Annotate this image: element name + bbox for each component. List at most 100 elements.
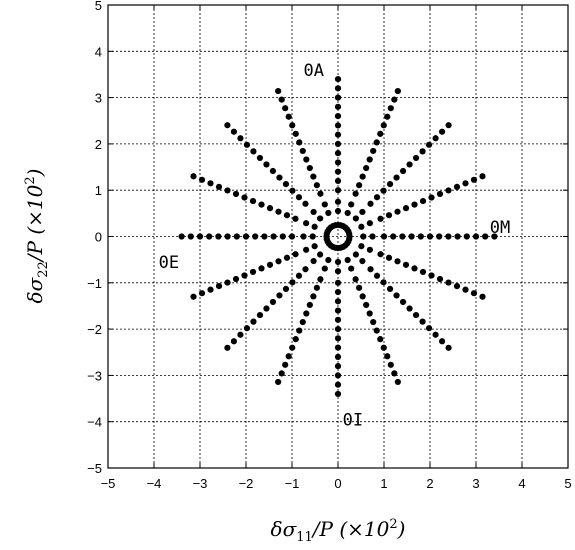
data-point <box>394 208 401 215</box>
data-point <box>296 139 303 146</box>
y-tick-label: 1 <box>95 183 102 198</box>
data-point <box>334 85 342 92</box>
data-point <box>432 331 439 338</box>
data-point <box>299 147 306 155</box>
data-point <box>282 361 289 368</box>
x-axis-title-text: δσ11/P (×102) <box>271 517 406 545</box>
data-point <box>289 187 296 194</box>
data-point <box>334 131 342 138</box>
data-point <box>363 164 370 172</box>
y-tick-label: −4 <box>87 415 102 430</box>
data-point <box>334 372 342 379</box>
data-point <box>310 257 317 265</box>
data-point <box>321 265 328 272</box>
data-point <box>310 293 317 300</box>
data-point <box>302 266 309 273</box>
data-point <box>425 325 433 332</box>
data-point <box>198 176 206 183</box>
data-point <box>479 293 486 300</box>
x-tick-label: −4 <box>147 476 162 491</box>
data-point <box>325 256 332 264</box>
data-point <box>237 331 244 338</box>
data-point <box>178 233 185 240</box>
data-point <box>292 130 299 137</box>
data-point <box>278 370 285 377</box>
data-point <box>302 200 309 207</box>
y-tick-label: −3 <box>87 368 102 383</box>
data-point <box>311 223 318 230</box>
data-point <box>370 147 377 155</box>
data-point <box>334 113 342 120</box>
data-point <box>295 194 303 201</box>
data-point <box>207 286 214 293</box>
data-point <box>348 265 355 272</box>
data-point <box>283 212 291 219</box>
data-point <box>380 122 387 129</box>
data-point <box>373 272 381 279</box>
data-point <box>256 311 264 319</box>
data-point <box>303 220 310 227</box>
data-point <box>263 305 270 312</box>
data-point <box>282 105 289 112</box>
y-tick-label: −2 <box>87 322 102 337</box>
data-point <box>241 194 248 201</box>
data-point <box>393 292 400 299</box>
data-point <box>394 258 401 265</box>
data-point <box>289 279 296 286</box>
data-point <box>196 233 204 240</box>
data-point <box>360 233 367 240</box>
data-point <box>356 182 363 189</box>
x-tick-label: 3 <box>472 476 479 491</box>
data-point <box>334 268 342 275</box>
data-point <box>263 161 270 168</box>
data-point <box>438 128 446 135</box>
data-point <box>385 254 393 261</box>
data-point <box>310 173 317 180</box>
data-point <box>206 233 213 240</box>
data-point <box>334 177 342 185</box>
data-point <box>417 233 424 240</box>
data-point <box>359 208 366 216</box>
data-point <box>334 159 342 166</box>
data-point <box>299 318 306 326</box>
y-tick-label: 2 <box>95 137 102 152</box>
data-point <box>232 190 240 198</box>
data-point <box>406 305 413 312</box>
x-tick-label: 5 <box>564 476 571 491</box>
data-point <box>311 243 318 250</box>
data-point <box>334 187 342 194</box>
data-point <box>391 370 398 377</box>
data-point <box>419 197 427 205</box>
data-point <box>215 283 223 290</box>
y-axis-title: δσ22/P (×102) <box>23 169 51 304</box>
data-point <box>419 148 426 155</box>
data-point <box>454 233 461 240</box>
data-point <box>385 212 393 219</box>
data-point <box>310 208 317 216</box>
data-point <box>394 87 401 95</box>
data-point <box>334 258 342 266</box>
data-point <box>282 181 290 188</box>
data-point <box>412 311 420 319</box>
data-point <box>356 284 363 291</box>
x-tick-label: 2 <box>426 476 433 491</box>
data-point <box>303 156 310 163</box>
data-point <box>334 353 342 360</box>
ring-point <box>346 235 353 243</box>
x-tick-label: 4 <box>518 476 525 491</box>
data-point <box>453 183 461 190</box>
data-point <box>438 338 446 345</box>
data-point <box>436 233 443 240</box>
data-point <box>334 207 342 215</box>
data-point <box>317 251 324 258</box>
data-point <box>344 209 351 217</box>
data-point <box>334 279 342 286</box>
data-point <box>270 233 277 240</box>
plot-frame <box>107 4 569 469</box>
data-point <box>399 233 406 240</box>
data-point <box>243 141 251 148</box>
data-point <box>334 198 342 205</box>
data-point <box>402 261 410 268</box>
data-point <box>224 122 231 129</box>
data-point <box>303 310 310 317</box>
